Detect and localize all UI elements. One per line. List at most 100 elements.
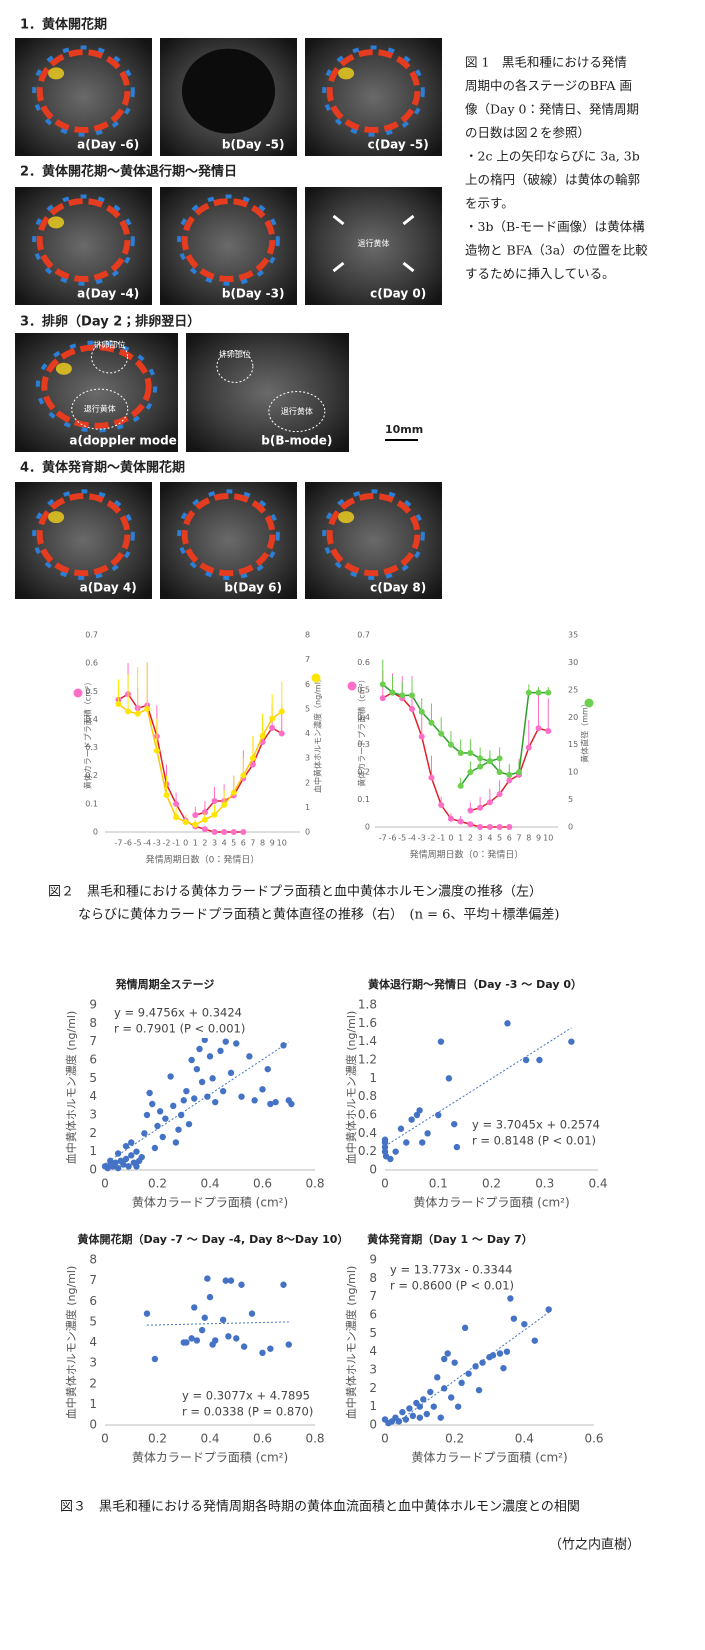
legend-marker <box>584 698 594 708</box>
series-line <box>117 703 283 826</box>
data-point <box>212 1098 219 1106</box>
x-axis-title: 黄体カラードプラ面積 (cm²) <box>413 1195 569 1210</box>
data-point <box>402 1416 410 1423</box>
data-point <box>180 1097 187 1104</box>
figure1-caption: 上の楕円（破線）は黄体の輪郭 <box>465 172 640 187</box>
y2-tick-label: 15 <box>568 740 578 749</box>
y-tick-label: 1 <box>369 1071 377 1085</box>
data-point <box>428 719 435 726</box>
x-tick-label: 0.2 <box>482 1177 501 1191</box>
arrow <box>332 261 345 273</box>
data-point <box>267 1345 274 1352</box>
data-point <box>280 1281 287 1288</box>
x-tick-label: -7 <box>379 834 387 843</box>
y-tick-label: 0.6 <box>357 658 370 667</box>
annotation: y = 3.7045x + 0.2574 <box>472 1118 600 1132</box>
figure1-caption: するために挿入している。 <box>465 266 615 281</box>
x-tick-label: 0.6 <box>253 1177 272 1191</box>
y-tick-label: 4 <box>89 1335 97 1349</box>
y-tick-label: 0.3 <box>357 740 370 749</box>
y-tick-label: 6 <box>89 1053 97 1067</box>
data-point <box>192 821 199 828</box>
x-tick-label: 0 <box>381 1432 389 1446</box>
doppler-signal <box>322 489 425 580</box>
image-note: 排卵部位 <box>94 339 126 349</box>
data-point <box>441 1355 448 1363</box>
y2-tick-label: 2 <box>305 778 310 787</box>
data-point <box>246 1053 253 1060</box>
x-tick-label: -6 <box>124 839 132 848</box>
data-point <box>434 1374 441 1381</box>
data-point <box>240 829 247 835</box>
y-axis-title: 黄体カラードプラ面積（cm²） <box>83 678 93 789</box>
doppler-signal <box>36 493 131 577</box>
y-tick-label: 0.3 <box>85 743 98 752</box>
y-tick-label: 0.8 <box>358 1089 377 1103</box>
y2-tick-label: 0 <box>305 828 310 837</box>
data-point <box>222 1277 229 1284</box>
y-tick-label: 7 <box>89 1273 97 1287</box>
image-note: 退行黄体 <box>358 238 390 248</box>
annotation: y = 13.773x - 0.3344 <box>390 1263 513 1277</box>
data-point <box>159 1133 166 1141</box>
data-point <box>206 1053 214 1060</box>
data-point <box>525 744 532 751</box>
data-point <box>128 1139 135 1146</box>
doppler-signal <box>35 340 158 433</box>
data-point <box>133 1163 140 1170</box>
data-point <box>143 1310 151 1317</box>
y-tick-label: 0.2 <box>357 768 370 777</box>
x-tick-label: 0.4 <box>200 1177 219 1191</box>
data-point <box>496 791 503 798</box>
section-title: 2．黄体開花期～黄体退行期～発情日 <box>20 164 237 180</box>
x-tick-label: 8 <box>260 839 265 848</box>
data-point <box>525 689 532 696</box>
section-title: 3．排卵（Day 2；排卵翌日） <box>20 314 200 330</box>
chart-title: 発情周期全ステージ <box>115 977 215 991</box>
y-tick-label: 4 <box>89 1089 97 1103</box>
data-point <box>192 812 199 819</box>
x-tick-label: 0.3 <box>535 1177 554 1191</box>
figure1-caption: 周期中の各ステージのBFA 画 <box>465 78 632 93</box>
doppler-signal <box>326 493 421 577</box>
data-point <box>217 1047 224 1055</box>
data-point <box>408 1116 415 1123</box>
data-point <box>416 1403 424 1410</box>
y-tick-label: 0.6 <box>358 1108 377 1122</box>
y2-axis-title: 血中黄体ホルモン濃度（ng/ml） <box>313 674 323 793</box>
data-point <box>399 1408 406 1416</box>
data-point <box>568 1038 575 1045</box>
x-tick-label: 0.1 <box>429 1177 448 1191</box>
data-point <box>120 1161 127 1168</box>
doppler-signal <box>181 493 276 577</box>
y-tick-label: 6 <box>369 1308 377 1322</box>
doppler-signal <box>32 194 135 286</box>
data-point <box>457 749 464 756</box>
data-point <box>416 1414 424 1421</box>
data-point <box>444 1350 451 1357</box>
x-tick-label: 6 <box>241 839 246 848</box>
arrow <box>332 214 345 226</box>
scale-bar-label: 10mm <box>385 423 423 436</box>
data-point <box>496 824 503 830</box>
data-point <box>445 1075 453 1082</box>
x-tick-label: 0 <box>101 1432 109 1446</box>
y-tick-label: 2 <box>369 1381 377 1395</box>
data-point <box>238 1281 245 1288</box>
outline-ellipse <box>91 340 129 374</box>
data-point <box>233 1335 240 1342</box>
data-point <box>454 1403 462 1410</box>
y2-tick-label: 3 <box>305 754 310 763</box>
x-tick-label: 4 <box>222 839 227 848</box>
data-point <box>467 749 474 756</box>
data-point <box>507 1295 514 1302</box>
y-tick-label: 8 <box>89 1253 97 1267</box>
x-tick-label: 3 <box>478 834 483 843</box>
annotation: r = 0.0338 (P = 0.870) <box>182 1405 313 1419</box>
data-point <box>230 789 237 796</box>
data-point <box>280 1042 287 1049</box>
doppler-signal <box>322 45 425 137</box>
y-tick-label: 0.6 <box>85 659 98 668</box>
x-tick-label: 5 <box>231 839 236 848</box>
figure1-caption: を示す。 <box>465 196 514 211</box>
